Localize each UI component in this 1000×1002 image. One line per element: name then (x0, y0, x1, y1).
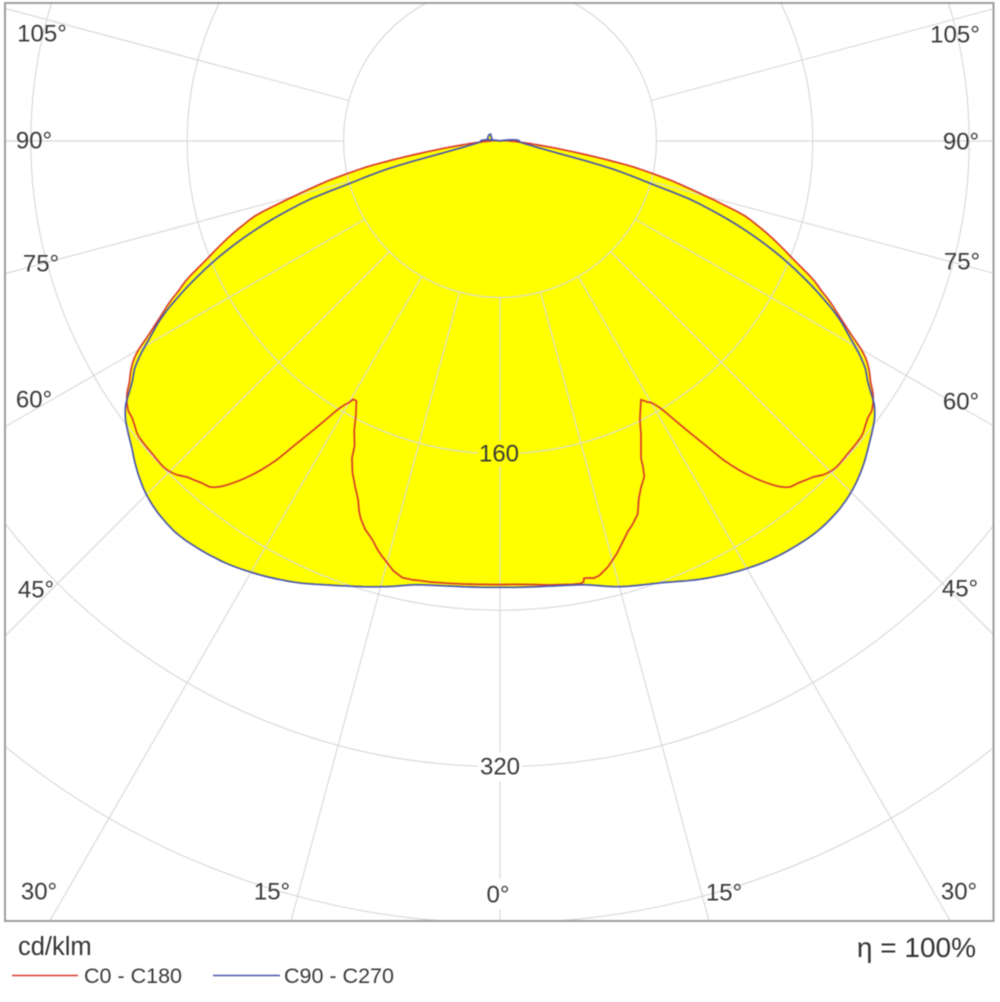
svg-text:75°: 75° (944, 249, 980, 276)
svg-text:320: 320 (480, 754, 520, 781)
svg-text:0°: 0° (487, 882, 510, 909)
svg-text:160: 160 (479, 441, 519, 468)
svg-text:45°: 45° (18, 577, 54, 604)
svg-text:30°: 30° (941, 879, 977, 906)
svg-text:60°: 60° (16, 387, 52, 414)
svg-text:90°: 90° (943, 129, 979, 156)
svg-text:105°: 105° (930, 22, 980, 49)
svg-text:15°: 15° (706, 880, 742, 907)
svg-text:105°: 105° (17, 21, 67, 48)
svg-text:C0 - C180: C0 - C180 (84, 964, 182, 988)
svg-text:60°: 60° (943, 389, 979, 416)
svg-text:30°: 30° (21, 879, 57, 906)
svg-text:45°: 45° (942, 576, 978, 603)
svg-text:C90 - C270: C90 - C270 (284, 964, 394, 988)
svg-text:15°: 15° (254, 879, 290, 906)
svg-text:75°: 75° (23, 251, 59, 278)
svg-text:90°: 90° (16, 128, 52, 155)
